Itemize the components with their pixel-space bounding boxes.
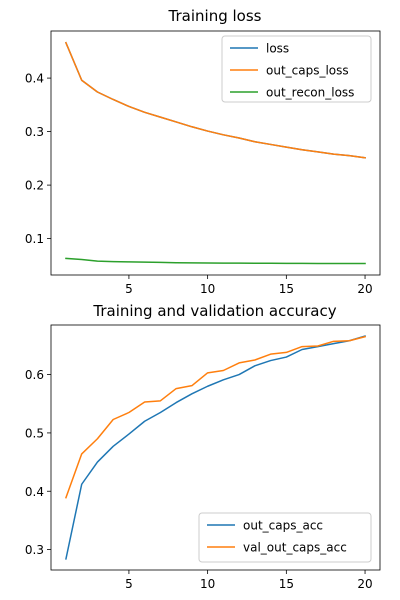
accuracy-chart-title: Training and validation accuracy bbox=[92, 302, 336, 320]
loss-legend-label: loss bbox=[266, 42, 289, 56]
accuracy-chart: Training and validation accuracy 5 10 15 20… bbox=[25, 302, 381, 591]
acc-series-line-out-caps-acc bbox=[65, 335, 366, 560]
acc-axes-frame bbox=[50, 324, 381, 571]
acc-legend-label: out_caps_acc bbox=[243, 519, 323, 533]
acc-legend: out_caps_acc val_out_caps_acc bbox=[198, 512, 372, 563]
acc-x-tick-label: 20 bbox=[357, 577, 372, 591]
acc-x-tick-label: 5 bbox=[125, 577, 133, 591]
loss-y-tick-label: 0.3 bbox=[25, 125, 44, 139]
loss-y-tick-label: 0.1 bbox=[25, 232, 44, 246]
acc-y-tick-label: 0.6 bbox=[25, 368, 44, 382]
acc-y-tick-label: 0.3 bbox=[25, 543, 44, 557]
acc-series-line-val-out-caps-acc bbox=[64, 335, 366, 499]
acc-legend-box bbox=[198, 512, 372, 563]
loss-x-tick-label: 20 bbox=[357, 282, 372, 296]
loss-y-tick-label: 0.2 bbox=[25, 179, 44, 193]
acc-y-tick-label: 0.5 bbox=[25, 426, 44, 440]
loss-axes-frame bbox=[50, 30, 381, 276]
acc-x-tick-label: 15 bbox=[279, 577, 294, 591]
loss-series-line-out-recon-loss bbox=[65, 257, 366, 265]
loss-series-line-out-caps-loss bbox=[64, 41, 366, 159]
loss-legend-label: out_recon_loss bbox=[266, 86, 354, 100]
acc-y-tick-label: 0.4 bbox=[25, 485, 44, 499]
loss-legend-box bbox=[221, 35, 372, 103]
acc-legend-label: val_out_caps_acc bbox=[243, 541, 347, 555]
acc-x-tick-label: 10 bbox=[200, 577, 215, 591]
loss-x-tick-label: 10 bbox=[200, 282, 215, 296]
loss-x-tick-label: 5 bbox=[125, 282, 133, 296]
loss-chart-title: Training loss bbox=[168, 7, 262, 25]
loss-x-tick-label: 15 bbox=[279, 282, 294, 296]
loss-legend-label: out_caps_loss bbox=[266, 64, 349, 78]
loss-y-tick-label: 0.4 bbox=[25, 72, 44, 86]
loss-chart: Training loss 5 10 15 20 0.1 0.2 0.3 0.4 loss out… bbox=[25, 7, 381, 296]
loss-legend: loss out_caps_loss out_recon_loss bbox=[221, 35, 372, 103]
